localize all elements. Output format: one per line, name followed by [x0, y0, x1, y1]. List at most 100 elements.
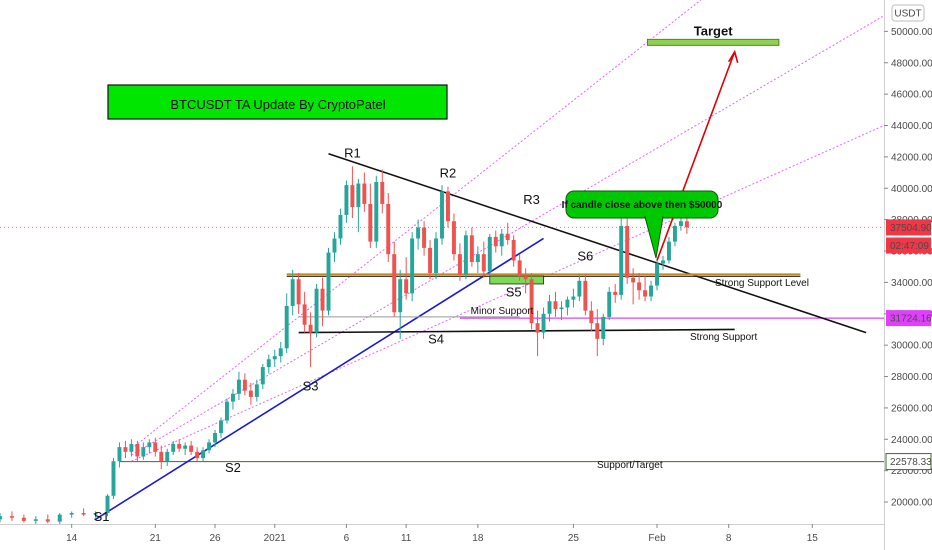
candle	[344, 185, 349, 215]
candle	[272, 356, 277, 360]
candle	[260, 367, 265, 385]
candle	[320, 288, 325, 311]
candle	[266, 359, 271, 368]
minor-support-label: Minor Support	[471, 306, 534, 317]
candle	[392, 254, 397, 313]
level-label-r2: R2	[440, 165, 457, 180]
descending-trendline	[328, 152, 867, 334]
candle	[625, 225, 630, 278]
candle	[589, 310, 594, 324]
candle	[619, 225, 624, 295]
y-tick-label: 20000.00	[891, 498, 932, 509]
strong-support-line	[298, 328, 735, 334]
candle	[553, 301, 558, 310]
price-tag-label: 22578.33	[890, 457, 932, 468]
candle	[195, 451, 200, 459]
candle	[302, 304, 307, 325]
s5-zone	[489, 275, 544, 285]
rising-trendline	[95, 237, 544, 520]
channel-line	[131, 125, 885, 462]
x-tick-label: 14	[66, 533, 78, 544]
currency-badge-label: USDT	[894, 9, 921, 20]
candle	[242, 379, 247, 391]
candle	[57, 514, 62, 522]
candle	[111, 461, 116, 496]
annotations: Target BTCUSDT TA Update By CryptoPatel If…	[94, 23, 809, 524]
candle	[583, 280, 588, 311]
candle	[9, 516, 14, 518]
candle	[451, 221, 456, 255]
candle	[613, 291, 618, 295]
candle	[684, 221, 689, 228]
candle	[165, 451, 170, 462]
level-label-s4: S4	[428, 332, 444, 347]
currency-badge[interactable]	[891, 4, 925, 22]
callout-text: If candle close above then $50000	[562, 200, 723, 211]
candle	[290, 279, 295, 306]
candle	[314, 288, 319, 333]
support-target-label: Support/Target	[597, 460, 663, 471]
candle	[236, 379, 241, 394]
x-tick-label: 21	[150, 533, 162, 544]
x-tick-label: 15	[807, 533, 819, 544]
target-arrow-shaft	[656, 51, 736, 261]
candle	[649, 285, 654, 297]
candle	[135, 443, 140, 457]
candle	[440, 191, 444, 239]
candle	[577, 280, 582, 297]
candle	[284, 305, 289, 349]
candle	[213, 433, 217, 443]
candle	[499, 233, 504, 247]
x-axis[interactable]: 14 21 26 2021 6 11 18 25 Feb 8 15	[0, 524, 884, 544]
candle	[225, 401, 229, 421]
x-tick-label: 25	[568, 533, 580, 544]
strong-support-label: Strong Support	[690, 332, 757, 343]
candle	[254, 384, 259, 397]
x-tick-label: 8	[726, 533, 732, 544]
candle	[278, 348, 283, 357]
price-tags: 37504.90 02:47:09 31724.16 22578.33	[885, 219, 932, 471]
channel-line	[131, 0, 702, 450]
candle	[332, 238, 337, 253]
candle	[678, 221, 683, 226]
candle	[446, 191, 450, 222]
price-tag	[886, 237, 931, 254]
candle	[517, 260, 522, 277]
candle	[93, 513, 98, 515]
callout-bubble	[565, 190, 719, 219]
candle	[207, 442, 212, 451]
candle	[493, 236, 498, 247]
y-tick-label: 46000.00	[891, 90, 932, 101]
candle	[631, 277, 636, 283]
candle	[105, 495, 110, 514]
candle	[45, 519, 50, 522]
candle	[201, 450, 206, 459]
y-tick-label: 28000.00	[891, 372, 932, 383]
candle	[559, 307, 564, 310]
chart-title: BTCUSDT TA Update By CryptoPatel	[170, 97, 385, 112]
candle	[523, 276, 528, 280]
candle	[153, 442, 158, 452]
candle	[410, 238, 415, 294]
candle	[171, 443, 176, 452]
candle	[374, 181, 379, 242]
y-tick-label: 44000.00	[891, 121, 932, 132]
level-label-r3: R3	[523, 192, 540, 207]
candle	[129, 443, 134, 452]
candle	[481, 254, 486, 272]
candle	[350, 185, 355, 208]
candle	[404, 279, 409, 294]
candle	[308, 324, 313, 333]
candle	[189, 445, 194, 452]
candle	[326, 252, 331, 311]
candle	[637, 282, 642, 291]
candle	[33, 519, 38, 521]
candle	[141, 447, 146, 457]
candle	[147, 442, 152, 448]
title-box	[107, 84, 448, 120]
candle	[380, 181, 385, 204]
candle	[362, 183, 367, 204]
target-label: Target	[694, 23, 733, 38]
level-label-s5: S5	[506, 285, 522, 300]
